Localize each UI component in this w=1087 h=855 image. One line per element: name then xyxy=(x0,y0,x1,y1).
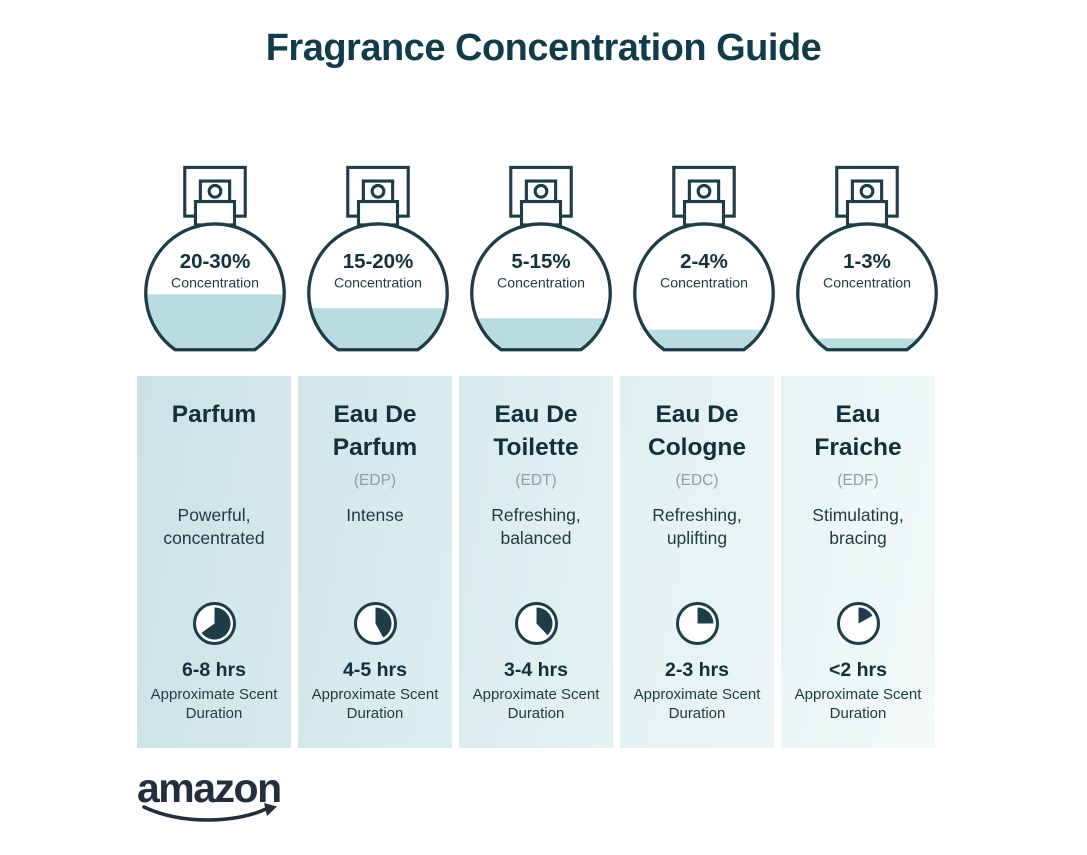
duration-label: Approximate Scent Duration xyxy=(633,686,761,722)
perfume-bottle-icon-eau-de-cologne: 2-4% Concentration xyxy=(633,165,775,352)
perfume-bottle-icon-parfum: 20-30% Concentration xyxy=(144,165,286,352)
fragrance-column-eau-de-parfum: Eau De Parfum (EDP) Intense 4-5 hrs Appr… xyxy=(298,376,452,748)
bottle-neck xyxy=(845,199,889,227)
bottle-outline xyxy=(470,222,612,352)
nozzle-hole-icon xyxy=(207,183,223,199)
clock-wedge xyxy=(536,607,552,636)
perfume-bottle-icon-eau-de-toilette: 5-15% Concentration xyxy=(470,165,612,352)
fragrance-name: Eau Fraiche xyxy=(814,401,902,461)
concentration-label: Concentration xyxy=(497,274,585,290)
bottle-body xyxy=(797,223,937,350)
fragrance-name: Parfum xyxy=(171,401,257,428)
clock-wedge xyxy=(697,607,713,624)
amazon-smile-icon xyxy=(142,803,277,822)
bottle-body xyxy=(471,223,611,350)
concentration-label: Concentration xyxy=(823,274,911,290)
fragrance-name: Eau De Parfum xyxy=(332,401,418,461)
clock-icon xyxy=(353,602,397,645)
fragrance-column-eau-de-cologne: Eau De Cologne (EDC) Refreshing, uplifti… xyxy=(620,376,774,748)
duration-label: Approximate Scent Duration xyxy=(794,686,922,722)
fragrance-abbr: (EDT) xyxy=(515,472,557,489)
fragrance-description: Intense xyxy=(346,505,404,525)
duration-value: 2-3 hrs xyxy=(665,659,729,681)
bottle-neck xyxy=(193,199,237,227)
fragrance-description: Refreshing, uplifting xyxy=(652,505,742,548)
fragrance-column-eau-de-toilette: Eau De Toilette (EDT) Refreshing, balanc… xyxy=(459,376,613,748)
fragrance-column-eau-fraiche: Eau Fraiche (EDF) Stimulating, bracing <… xyxy=(781,376,935,748)
concentration-percent: 1-3% xyxy=(843,250,891,273)
fragrance-name: Eau De Toilette xyxy=(493,401,579,461)
clock-wedge xyxy=(375,607,392,638)
clock-icon xyxy=(836,602,880,645)
bottle-outline xyxy=(796,222,938,352)
nozzle-hole-icon xyxy=(370,183,386,199)
concentration-percent: 15-20% xyxy=(343,250,414,273)
amazon-wordmark: amazon xyxy=(137,765,282,811)
fragrance-description: Stimulating, bracing xyxy=(812,505,904,548)
page-title: Fragrance Concentration Guide xyxy=(265,27,822,69)
duration-label: Approximate Scent Duration xyxy=(472,686,600,722)
bottle-outline xyxy=(144,222,286,352)
bottle-cell: 5-15% Concentration xyxy=(463,161,619,361)
concentration-percent: 5-15% xyxy=(511,250,570,273)
nozzle-hole-icon xyxy=(696,183,712,199)
bottle-neck xyxy=(519,199,563,227)
fragrance-abbr: (EDF) xyxy=(837,472,879,489)
columns-row: Parfum Powerful, concentrated 6-8 hrs Ap… xyxy=(137,376,935,748)
fragrance-abbr: (EDP) xyxy=(353,472,397,489)
bottle-cell: 2-4% Concentration xyxy=(626,161,782,361)
liquid-fill xyxy=(308,308,448,350)
clock-icon xyxy=(675,602,719,645)
fragrance-description: Refreshing, balanced xyxy=(491,505,581,548)
footer: amazon xyxy=(137,765,282,827)
fragrance-column-parfum: Parfum Powerful, concentrated 6-8 hrs Ap… xyxy=(137,376,291,748)
nozzle-hole-icon xyxy=(859,183,875,199)
clock-icon xyxy=(514,602,558,645)
nozzle-hole-icon xyxy=(533,183,549,199)
bottle-neck xyxy=(682,199,726,227)
liquid-fill xyxy=(145,294,285,350)
clock-wedge xyxy=(858,607,873,624)
bottle-body xyxy=(634,223,774,350)
duration-label: Approximate Scent Duration xyxy=(150,686,278,722)
bottle-outline xyxy=(633,222,775,352)
bottle-cell: 15-20% Concentration xyxy=(300,161,456,361)
fragrance-name: Eau De Cologne xyxy=(648,401,746,461)
bottle-outline xyxy=(307,222,449,352)
concentration-percent: 20-30% xyxy=(180,250,251,273)
duration-value: 3-4 hrs xyxy=(504,659,568,681)
perfume-bottle-icon-eau-fraiche: 1-3% Concentration xyxy=(796,165,938,352)
fragrance-description: Powerful, concentrated xyxy=(163,505,265,548)
bottle-cell: 20-30% Concentration xyxy=(137,161,293,361)
concentration-percent: 2-4% xyxy=(680,250,728,273)
bottles-row: 20-30% Concentration 15-20% Concentratio… xyxy=(137,161,938,361)
clock-wedge xyxy=(201,607,231,640)
duration-value: 4-5 hrs xyxy=(343,659,407,681)
liquid-fill xyxy=(797,338,937,350)
duration-label: Approximate Scent Duration xyxy=(311,686,439,722)
concentration-label: Concentration xyxy=(660,274,748,290)
concentration-label: Concentration xyxy=(334,274,422,290)
duration-value: <2 hrs xyxy=(829,659,887,681)
liquid-fill xyxy=(634,329,774,350)
duration-value: 6-8 hrs xyxy=(182,659,246,681)
clock-icon xyxy=(192,602,236,645)
concentration-label: Concentration xyxy=(171,274,259,290)
bottle-neck xyxy=(356,199,400,227)
fragrance-abbr: (EDC) xyxy=(675,472,719,489)
perfume-bottle-icon-eau-de-parfum: 15-20% Concentration xyxy=(307,165,449,352)
bottle-cell: 1-3% Concentration xyxy=(789,161,945,361)
